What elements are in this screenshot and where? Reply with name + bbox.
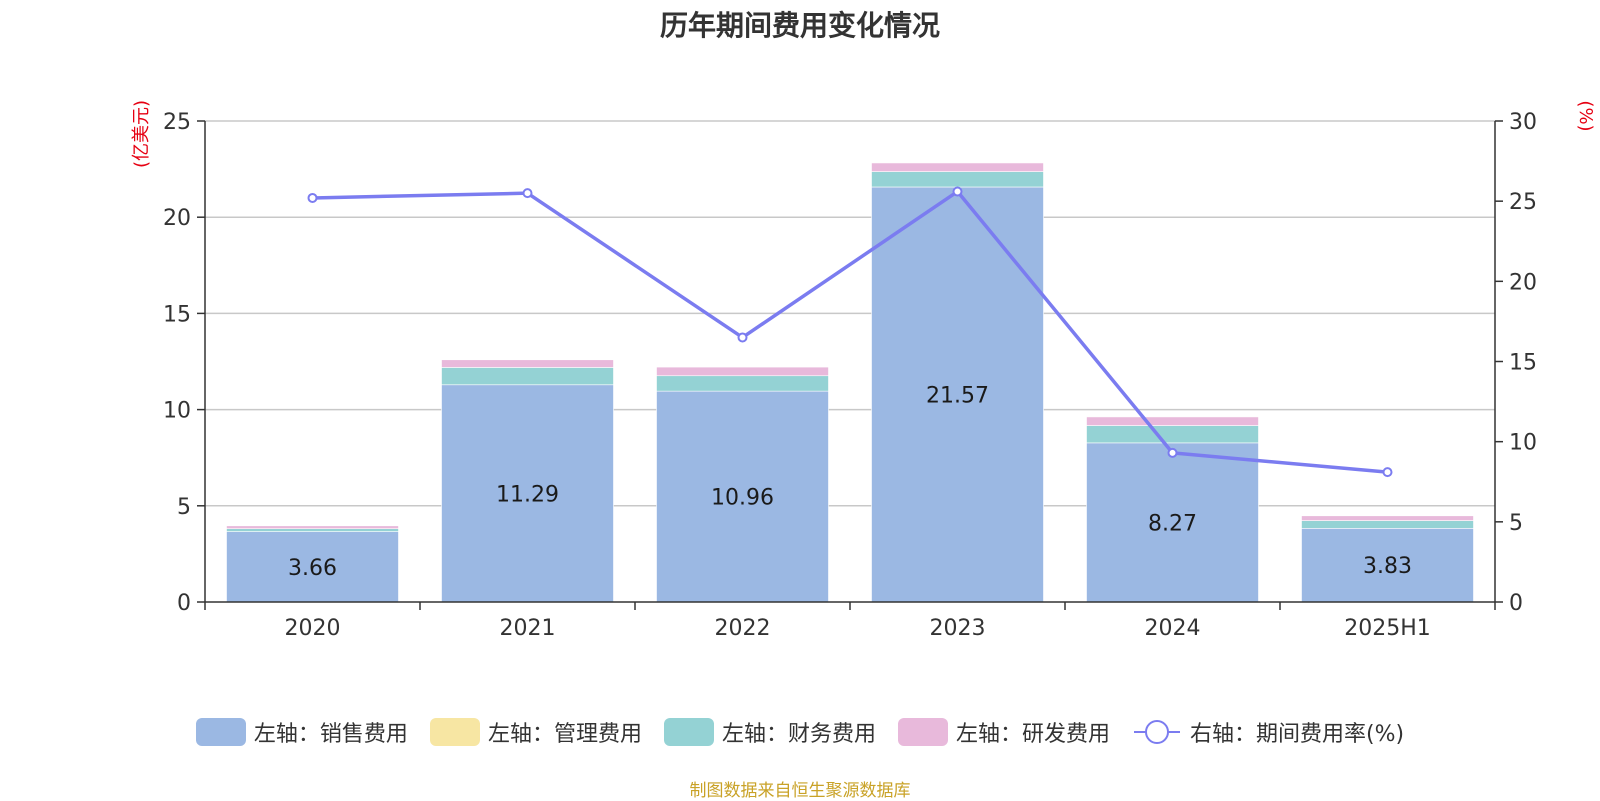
bar-segment-finance [871, 171, 1044, 188]
rate-point [522, 188, 533, 199]
bar-segment-finance [226, 528, 399, 532]
rate-point [952, 186, 963, 197]
bar-segment-sales [226, 531, 399, 603]
x-axis-tick-label: 2022 [715, 616, 771, 641]
bar-data-label: 8.27 [1148, 511, 1197, 536]
legend-item-sales[interactable]: 左轴：销售费用 [195, 716, 408, 748]
legend-label: 左轴：管理费用 [487, 722, 642, 747]
rate-series-line [312, 189, 1388, 474]
legend-label: 左轴：财务费用 [721, 722, 876, 747]
legend-item-finance[interactable]: 左轴：财务费用 [663, 716, 876, 748]
rate-point [1167, 447, 1178, 458]
legend-label: 右轴：期间费用率(%) [1189, 722, 1405, 747]
left-axis-tick-label: 10 [163, 399, 191, 424]
bar-segment-rnd [441, 359, 614, 368]
data-labels: 3.66 11.29 10.96 21.57 8.27 3.83 [288, 383, 1412, 580]
x-axis-tick-label: 2021 [500, 616, 556, 641]
legend-label: 左轴：研发费用 [955, 722, 1110, 747]
bar-segment-sales [871, 186, 1044, 603]
left-axis-tick-label: 25 [163, 110, 191, 135]
right-axis-tick-label: 20 [1509, 270, 1537, 295]
x-axis-tick-label: 2024 [1145, 616, 1201, 641]
left-axis-tick-label: 0 [177, 591, 191, 616]
legend-item-rate[interactable]: 右轴：期间费用率(%) [1132, 716, 1404, 748]
x-axis-tick-label: 2020 [285, 616, 341, 641]
right-axis-tick-label: 30 [1509, 110, 1537, 135]
legend-swatch [429, 718, 480, 746]
left-axis-tick-label: 5 [177, 495, 191, 520]
bar-segment-finance [656, 375, 829, 392]
bar-segment-sales [1086, 442, 1259, 603]
bar-segment-rnd [226, 525, 399, 529]
right-axis-unit: (%) [1575, 100, 1596, 131]
left-axis-tick-label: 20 [163, 206, 191, 231]
legend-swatch [663, 718, 714, 746]
legend-swatch [195, 718, 246, 746]
bar-segment-rnd [1086, 416, 1259, 426]
chart-canvas: 0 5 10 15 20 25 0 5 10 15 20 25 30 2020 2021 2022 2023 20… [131, 100, 1596, 641]
bar-segment-finance [1086, 425, 1259, 444]
right-axis-tick-label: 25 [1509, 190, 1537, 215]
rate-point [1382, 467, 1393, 478]
chart-title: 历年期间费用变化情况 [659, 9, 940, 42]
right-axis-tick-label: 15 [1509, 351, 1537, 376]
bar-data-label: 3.83 [1363, 554, 1412, 579]
bar-data-label: 10.96 [711, 486, 774, 511]
bar-segment-sales [441, 384, 614, 603]
legend-label: 左轴：销售费用 [253, 722, 408, 747]
rate-point [307, 192, 318, 203]
legend-line-marker [1133, 720, 1180, 744]
bar-data-label: 3.66 [288, 556, 337, 581]
bar-data-label: 21.57 [926, 383, 989, 408]
legend-item-rnd[interactable]: 左轴：研发费用 [897, 716, 1110, 748]
legend-item-admin[interactable]: 左轴：管理费用 [429, 716, 642, 748]
bar-segment-rnd [1301, 515, 1474, 521]
rate-line [307, 186, 1393, 478]
right-axis-tick-label: 10 [1509, 431, 1537, 456]
x-axis-tick-label: 2025H1 [1344, 616, 1431, 641]
source-note: 制图数据来自恒生聚源数据库 [689, 781, 911, 801]
grid-lines [205, 120, 1495, 507]
rate-point [737, 332, 748, 343]
left-axis-unit: (亿美元) [131, 100, 152, 168]
legend-swatch [897, 718, 948, 746]
bar-segment-finance [1301, 520, 1474, 529]
bar-segment-rnd [656, 366, 829, 377]
bar-data-label: 11.29 [496, 482, 559, 507]
bar-segment-sales [656, 390, 829, 603]
bar-stacks [226, 162, 1474, 603]
bar-segment-sales [1301, 528, 1474, 603]
right-axis-tick-label: 0 [1509, 591, 1523, 616]
bar-segment-finance [441, 367, 614, 386]
x-axis-tick-label: 2023 [930, 616, 986, 641]
right-axis-tick-label: 5 [1509, 511, 1523, 536]
legend: 左轴：销售费用 左轴：管理费用 左轴：财务费用 左轴：研发费用 右轴：期间费用率(%) [0, 716, 1600, 748]
axes: 0 5 10 15 20 25 0 5 10 15 20 25 30 2020 2021 2022 2023 20… [163, 110, 1537, 641]
left-axis-tick-label: 15 [163, 302, 191, 327]
bar-segment-rnd [871, 162, 1044, 172]
